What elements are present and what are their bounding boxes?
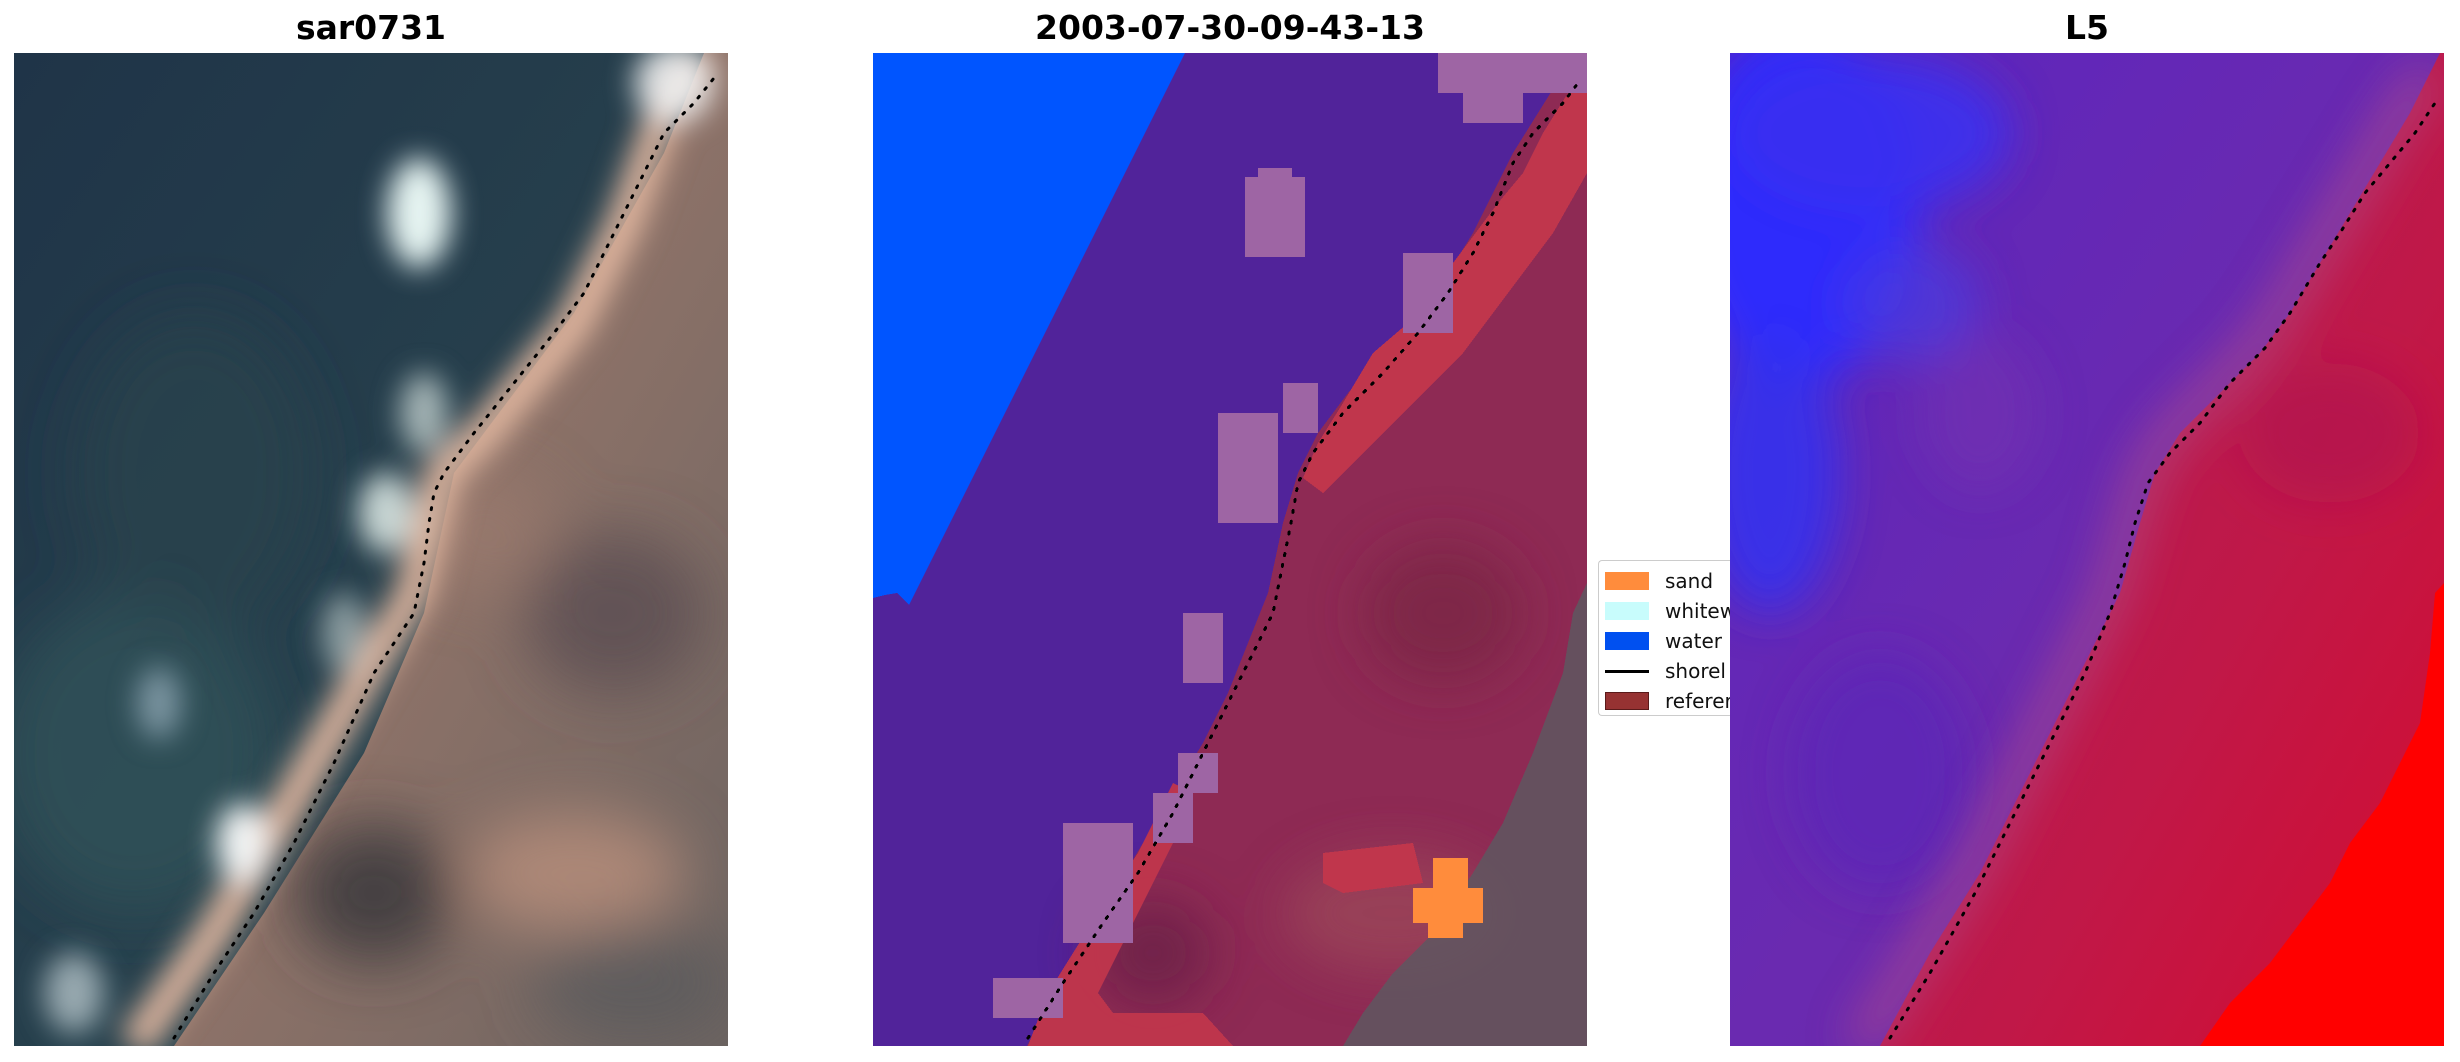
legend-label-reference: referer — [1665, 689, 1730, 713]
legend-swatch-reference — [1605, 692, 1649, 710]
rgb-image-panel — [14, 53, 728, 1046]
panel-title-rgb: sar0731 — [295, 8, 447, 47]
legend-item-whitewater: whitew — [1605, 599, 1730, 623]
legend: sand whitew water shorel referer — [1598, 560, 1730, 716]
panel-title-classification: 2003-07-30-09-43-13 — [1035, 8, 1425, 47]
classification-panel — [873, 53, 1587, 1046]
classified-water-region — [873, 53, 1185, 605]
legend-label-shoreline: shorel — [1665, 659, 1726, 683]
legend-item-shoreline: shorel — [1605, 659, 1726, 683]
land-gray-region — [1343, 583, 1587, 1046]
legend-line-shoreline — [1605, 669, 1649, 673]
legend-label-sand: sand — [1665, 569, 1714, 593]
rgb-image — [14, 53, 728, 1046]
legend-swatch-water — [1605, 632, 1649, 650]
legend-item-sand: sand — [1605, 569, 1713, 593]
panel-title-index: L5 — [2065, 8, 2109, 47]
legend-label-water: water — [1665, 629, 1722, 653]
legend-swatch-sand — [1605, 572, 1649, 590]
legend-item-water: water — [1605, 629, 1722, 653]
sand-red-patch — [1323, 843, 1423, 893]
shoreline-dots — [172, 76, 716, 1040]
whitewater-patches — [993, 53, 1587, 1018]
legend-label-whitewater: whitew — [1665, 599, 1730, 623]
index-image — [1730, 53, 2444, 1046]
index-red-region — [2200, 583, 2444, 1046]
index-panel — [1730, 53, 2444, 1046]
legend-swatch-whitewater — [1605, 602, 1649, 620]
classification-image — [873, 53, 1587, 1046]
shoreline-dots-3 — [1888, 101, 2437, 1040]
sand-patch — [1413, 858, 1483, 938]
legend-item-reference: referer — [1605, 689, 1730, 713]
shoreline-dots-2 — [1026, 81, 1580, 1040]
